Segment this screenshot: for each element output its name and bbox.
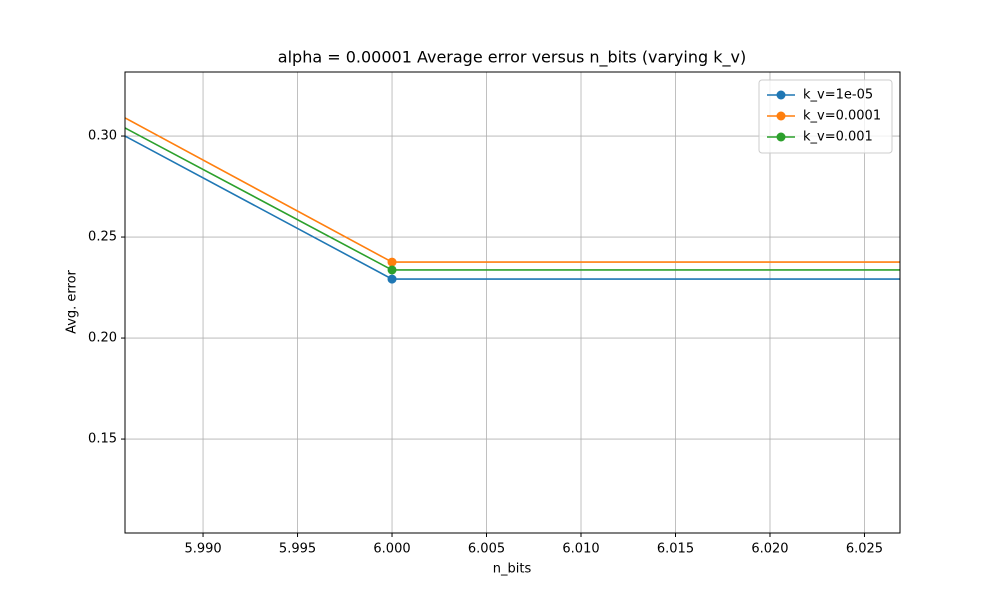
- y-tick-label: 0.15: [88, 432, 117, 447]
- legend-label: k_v=0.001: [803, 130, 873, 145]
- x-tick-label: 6.015: [657, 542, 694, 557]
- axes-frame: [124, 71, 901, 534]
- y-tick-label: 0.30: [88, 129, 117, 144]
- ticks: 5.990 5.995 6.000 6.005 6.010 6.015 6.020 6.025…: [88, 129, 883, 557]
- point-marker: [387, 257, 397, 267]
- x-axis-label: n_bits: [493, 562, 532, 577]
- y-tick-label: 0.20: [88, 331, 117, 346]
- x-tick-label: 6.005: [468, 542, 505, 557]
- chart-title: alpha = 0.00001 Average error versus n_b…: [278, 48, 746, 68]
- legend-marker: [776, 90, 786, 100]
- x-tick-label: 6.025: [846, 542, 883, 557]
- y-axis-label: Avg. error: [65, 269, 80, 333]
- x-tick-label: 6.020: [751, 542, 788, 557]
- plot-area: [125, 116, 900, 284]
- x-tick-label: 6.000: [373, 542, 410, 557]
- point-marker: [387, 265, 397, 275]
- x-tick-label: 5.995: [279, 542, 316, 557]
- x-tick-label: 6.010: [562, 542, 599, 557]
- legend-label: k_v=1e-05: [803, 88, 873, 103]
- legend-marker: [776, 111, 786, 121]
- legend-box: [758, 79, 893, 154]
- point-marker: [387, 274, 397, 284]
- y-tick-label: 0.25: [88, 230, 117, 245]
- x-tick-label: 5.990: [184, 542, 221, 557]
- legend: k_v=1e-05 k_v=0.0001 k_v=0.001: [758, 79, 893, 154]
- legend-label: k_v=0.0001: [803, 109, 881, 124]
- legend-marker: [776, 132, 786, 142]
